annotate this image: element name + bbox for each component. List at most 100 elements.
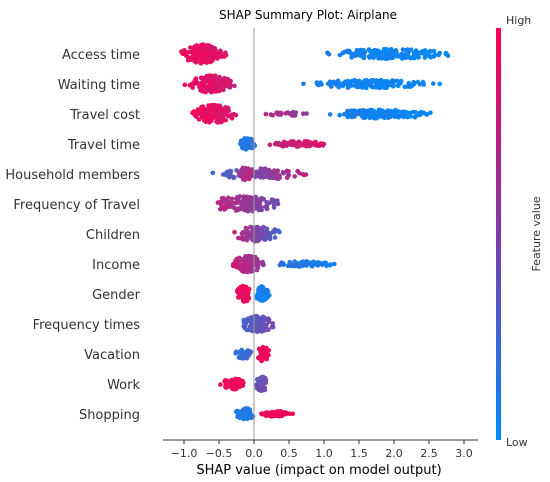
shap-point bbox=[200, 51, 205, 56]
shap-point bbox=[233, 386, 239, 392]
shap-point bbox=[218, 104, 223, 110]
shap-point bbox=[239, 145, 245, 150]
shap-point bbox=[271, 205, 277, 210]
shap-point bbox=[407, 112, 412, 118]
shap-point bbox=[305, 140, 310, 146]
shap-point bbox=[428, 48, 433, 54]
shap-point bbox=[249, 254, 255, 259]
shap-point bbox=[190, 52, 196, 58]
shap-point bbox=[377, 82, 383, 88]
shap-point bbox=[254, 225, 260, 230]
shap-point bbox=[352, 53, 358, 59]
shap-point bbox=[208, 117, 214, 123]
x-tick-label: 3.0 bbox=[455, 447, 473, 460]
shap-point bbox=[242, 139, 248, 144]
shap-point bbox=[268, 173, 273, 179]
shap-point bbox=[235, 414, 240, 420]
shap-point bbox=[345, 48, 350, 54]
shap-point bbox=[355, 111, 360, 117]
feature-label: Children bbox=[86, 228, 140, 243]
shap-point bbox=[204, 84, 210, 89]
shap-point bbox=[203, 44, 209, 49]
colorbar-high-label: High bbox=[506, 14, 531, 27]
shap-point bbox=[231, 382, 236, 388]
shap-point bbox=[265, 316, 271, 321]
shap-point bbox=[253, 200, 259, 206]
shap-point bbox=[266, 327, 271, 333]
shap-point bbox=[284, 411, 290, 416]
x-tick-label: 0.5 bbox=[280, 447, 298, 460]
shap-point bbox=[219, 204, 225, 209]
shap-point bbox=[226, 195, 231, 201]
shap-point bbox=[245, 255, 251, 261]
shap-point bbox=[393, 48, 399, 53]
shap-point bbox=[241, 350, 246, 355]
shap-point bbox=[182, 82, 188, 88]
shap-point bbox=[292, 174, 298, 179]
shap-point bbox=[378, 78, 383, 83]
shap-point bbox=[229, 200, 234, 206]
shap-point bbox=[248, 199, 253, 205]
shap-point bbox=[279, 260, 284, 266]
shap-point bbox=[316, 261, 321, 267]
shap-point bbox=[198, 61, 204, 66]
shap-point bbox=[241, 298, 246, 303]
shap-point bbox=[379, 112, 385, 118]
shap-point bbox=[254, 262, 260, 267]
shap-point bbox=[432, 52, 438, 57]
shap-point bbox=[415, 111, 421, 116]
shap-point bbox=[264, 168, 269, 174]
shap-point bbox=[194, 114, 199, 119]
shap-point bbox=[352, 108, 357, 113]
shap-point bbox=[215, 81, 221, 86]
shap-point bbox=[244, 236, 250, 241]
feature-label: Frequency of Travel bbox=[13, 198, 140, 213]
shap-point bbox=[290, 411, 296, 417]
shap-point bbox=[200, 77, 206, 82]
shap-point bbox=[388, 82, 393, 88]
shap-point bbox=[234, 410, 240, 416]
shap-point bbox=[364, 85, 369, 91]
shap-point bbox=[237, 194, 243, 199]
shap-point bbox=[228, 204, 233, 210]
shap-point bbox=[197, 110, 203, 116]
shap-point bbox=[218, 49, 223, 55]
shap-point bbox=[217, 77, 223, 82]
shap-point bbox=[389, 112, 395, 117]
shap-point bbox=[359, 81, 364, 87]
shap-point bbox=[240, 356, 246, 361]
x-tick-label: 1.5 bbox=[350, 447, 368, 460]
x-tick-label: 1.0 bbox=[315, 447, 333, 460]
shap-point bbox=[268, 112, 274, 117]
shap-point bbox=[301, 172, 307, 178]
shap-point bbox=[249, 328, 255, 334]
shap-point bbox=[417, 81, 423, 87]
shap-point bbox=[216, 84, 221, 90]
shap-point bbox=[411, 55, 417, 61]
shap-point bbox=[246, 231, 252, 237]
shap-point bbox=[254, 231, 259, 236]
shap-point bbox=[264, 235, 270, 240]
shap-point bbox=[194, 43, 199, 48]
shap-point bbox=[393, 108, 398, 113]
shap-point bbox=[337, 81, 342, 87]
shap-point bbox=[357, 53, 362, 58]
shap-point bbox=[278, 112, 284, 117]
shap-point bbox=[376, 107, 382, 113]
shap-point bbox=[403, 109, 409, 115]
shap-point bbox=[385, 55, 391, 61]
shap-point bbox=[254, 295, 260, 301]
shap-point bbox=[203, 109, 209, 114]
shap-point bbox=[209, 108, 214, 113]
shap-point bbox=[258, 325, 263, 330]
shap-point bbox=[224, 378, 229, 383]
shap-point bbox=[290, 110, 296, 115]
shap-point bbox=[260, 348, 266, 354]
shap-point bbox=[331, 79, 337, 85]
shap-point bbox=[238, 141, 243, 147]
shap-point bbox=[350, 114, 355, 119]
shap-point bbox=[352, 78, 357, 83]
shap-point bbox=[254, 172, 260, 178]
dots-layer bbox=[179, 42, 451, 422]
shap-point bbox=[272, 141, 278, 147]
